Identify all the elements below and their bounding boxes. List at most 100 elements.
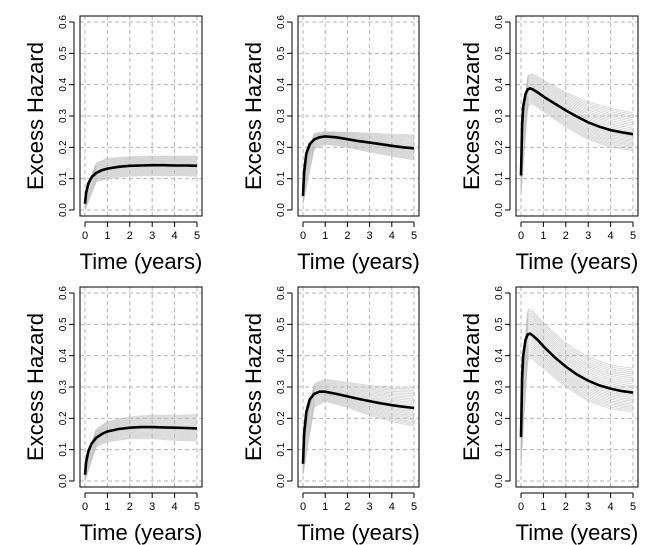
panel-top-right-x-tick-label: 1 [540, 230, 546, 242]
panel-top-left-y-tick-label: 0.0 [58, 203, 69, 217]
panel-bottom-middle-x-tick-label: 5 [411, 501, 417, 513]
panel-top-left-simulated-curve [84, 166, 198, 206]
panel-top-right-y-axis-title: Excess Hazard [459, 42, 484, 190]
panel-bottom-left-y-tick-label: 0.1 [58, 442, 69, 456]
panel-bottom-left-y-tick-label: 0.3 [58, 380, 69, 394]
panel-bottom-left-y-tick-label: 0.5 [58, 317, 69, 331]
panel-top-left-x-tick-label: 1 [104, 230, 110, 242]
panel-top-left-simulated-curve [84, 174, 198, 210]
panel-bottom-right-simulated-curve [520, 348, 634, 455]
panel-top-right-x-axis-title: Time (years) [516, 249, 639, 274]
panel-bottom-middle-y-tick-label: 0.3 [276, 380, 287, 394]
panel-bottom-left-simulated-curve [84, 428, 198, 477]
panel-top-middle-simulated-curve [302, 141, 415, 202]
panel-top-left-y-tick-label: 0.4 [58, 77, 69, 91]
panel-top-middle-simulated-curve [302, 141, 415, 202]
panel-top-right-y-tick-label: 0.0 [494, 203, 505, 217]
panel-bottom-right-x-tick-label: 5 [630, 501, 636, 513]
panel-bottom-left-y-tick-label: 0.6 [58, 286, 69, 300]
panel-top-right-x-tick-label: 5 [630, 230, 636, 242]
panel-top-right-y-tick-label: 0.1 [494, 171, 505, 185]
panel-top-left-simulated-curve [84, 168, 197, 207]
panel-top-left-simulated-curve [84, 171, 198, 209]
panel-top-middle-y-tick-label: 0.5 [276, 46, 287, 60]
panel-bottom-left-x-tick-label: 3 [149, 501, 155, 513]
panel-top-right-mean-curve [519, 87, 634, 176]
panel-top-middle-y-tick-label: 0.1 [276, 171, 287, 185]
panel-top-left-y-tick-label: 0.6 [58, 15, 69, 29]
panel-bottom-right-y-tick-label: 0.3 [494, 380, 505, 394]
panel-top-middle-y-tick-label: 0.6 [276, 15, 287, 29]
panel-top-middle: 0 1 2 3 4 5 0.0 0.1 0.2 0.3 0.4 0.5 0.6 Time (years) E… [241, 15, 420, 274]
panel-bottom-middle-x-axis-title: Time (years) [297, 520, 420, 545]
panel-top-right-y-tick-label: 0.2 [494, 140, 505, 154]
panel-bottom-left-x-tick-label: 4 [172, 501, 178, 513]
panel-bottom-right-y-axis-title: Excess Hazard [459, 313, 484, 461]
panel-bottom-left-plot-frame [79, 286, 203, 488]
panel-top-left-simulated-curve [84, 167, 198, 206]
panel-bottom-left-x-tick-label: 1 [104, 501, 110, 513]
panel-bottom-middle-x-tick-label: 1 [322, 501, 328, 513]
panel-top-left-x-tick-label: 0 [82, 230, 88, 242]
panel-top-middle-y-tick-label: 0.2 [276, 140, 287, 154]
panel-bottom-middle-simulated-curve [302, 395, 415, 469]
panel-bottom-middle-simulated-curve [302, 396, 415, 471]
panel-top-middle-x-axis-title: Time (years) [297, 249, 420, 274]
panel-bottom-right-y-tick-label: 0.6 [494, 286, 505, 300]
panel-top-left-mean-curve [83, 163, 198, 204]
panel-top-right-y-tick-label: 0.3 [494, 109, 505, 123]
panel-top-left-y-tick-label: 0.2 [58, 140, 69, 154]
panel-bottom-right-simulated-curve [520, 308, 634, 403]
panel-top-middle-y-tick-label: 0.4 [276, 77, 287, 91]
panel-top-middle-plot-frame [297, 15, 420, 217]
panel-bottom-middle-simulated-curve [302, 396, 415, 470]
panel-top-left-x-tick-label: 2 [127, 230, 133, 242]
panel-top-middle-mean-curve [301, 135, 415, 196]
panel-bottom-left-mean-curve [83, 425, 198, 475]
panel-top-right-simulated-curve [520, 73, 634, 148]
panel-top-middle-x-tick-label: 3 [367, 230, 373, 242]
panel-bottom-middle-simulated-curve [302, 399, 415, 474]
panel-bottom-middle-simulated-curve [302, 399, 415, 474]
panel-bottom-right-x-axis-title: Time (years) [516, 520, 639, 545]
panel-bottom-left-y-tick-label: 0.2 [58, 411, 69, 425]
panel-top-middle-y-axis-title: Excess Hazard [241, 42, 266, 190]
panel-top-right-x-tick-label: 4 [608, 230, 614, 242]
panel-bottom-right: 0 1 2 3 4 5 0.0 0.1 0.2 0.3 0.4 0.5 0.6 Time (years) E… [459, 286, 639, 545]
panel-bottom-middle-y-tick-label: 0.1 [276, 442, 287, 456]
panel-bottom-right-y-tick-label: 0.5 [494, 317, 505, 331]
panel-bottom-right-simulated-curve [520, 338, 634, 443]
panel-bottom-right-simulated-curve [520, 352, 634, 459]
panel-top-left-simulated-curve [84, 170, 198, 208]
panel-bottom-middle-y-axis-title: Excess Hazard [241, 313, 266, 461]
panel-top-left-x-tick-label: 3 [149, 230, 155, 242]
panel-top-left-simulated-curve [84, 169, 198, 207]
panel-bottom-right-x-tick-label: 1 [540, 501, 546, 513]
panel-top-left-simulated-curve [84, 173, 198, 210]
panel-top-middle-simulated-curve [302, 139, 415, 201]
panel-bottom-left-simulated-curve [84, 429, 198, 477]
panel-bottom-middle-x-tick-label: 2 [344, 501, 350, 513]
panel-top-left-plot-frame [79, 15, 203, 217]
panel-bottom-left: 0 1 2 3 4 5 0.0 0.1 0.2 0.3 0.4 0.5 0.6 Time (years) E… [23, 286, 203, 545]
panel-top-right-x-tick-label: 2 [563, 230, 569, 242]
panel-bottom-left-x-tick-label: 5 [194, 501, 200, 513]
panel-bottom-middle-x-tick-label: 4 [389, 501, 395, 513]
panel-bottom-left-simulated-curve [84, 430, 198, 478]
panel-top-middle-x-tick-label: 5 [411, 230, 417, 242]
panel-top-left-y-tick-label: 0.3 [58, 109, 69, 123]
panel-bottom-right-y-tick-label: 0.4 [494, 348, 505, 362]
panel-top-right: 0 1 2 3 4 5 0.0 0.1 0.2 0.3 0.4 0.5 0.6 Time (years) E… [459, 15, 639, 274]
panel-top-middle-x-tick-label: 1 [322, 230, 328, 242]
panel-top-left-simulated-curve [84, 172, 198, 209]
panel-bottom-left-y-tick-label: 0.0 [58, 474, 69, 488]
panel-top-left-y-axis-title: Excess Hazard [23, 42, 48, 190]
panel-bottom-left-x-tick-label: 0 [82, 501, 88, 513]
panel-bottom-right-x-tick-label: 2 [563, 501, 569, 513]
panel-bottom-left-y-axis-title: Excess Hazard [23, 313, 48, 461]
panel-top-middle-simulated-curve [302, 140, 415, 201]
panel-top-middle-x-tick-label: 4 [389, 230, 395, 242]
panel-bottom-middle-simulated-curve [302, 397, 415, 472]
panel-bottom-right-y-tick-label: 0.1 [494, 442, 505, 456]
panel-top-left-x-tick-label: 4 [172, 230, 178, 242]
